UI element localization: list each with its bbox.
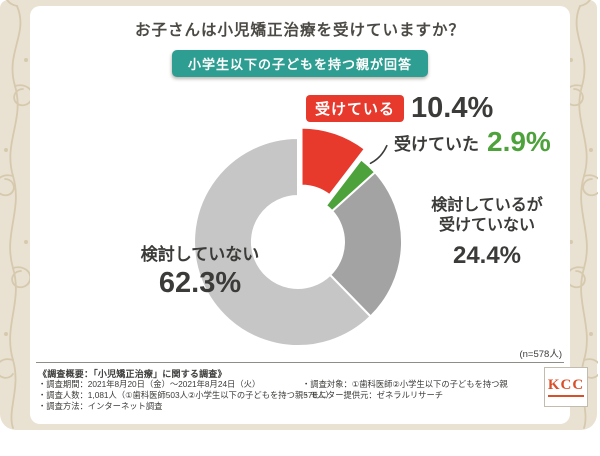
label-uketeita-pct: 2.9% — [487, 126, 551, 157]
label-uketeita-text: 受けていた — [394, 134, 479, 154]
chart-title: お子さんは小児矯正治療を受けていますか？ — [134, 22, 465, 39]
label-ukeiteiru: 受けている 10.4% — [306, 92, 493, 125]
pie-chart-svg — [193, 126, 404, 347]
survey-method: ・調査方法：インターネット調査 — [38, 401, 163, 411]
survey-target: ・調査対象：①歯科医師②小学生以下の子どもを持つ親 — [302, 379, 508, 389]
label-not-considering-text: 検討していない — [140, 245, 260, 264]
survey-details-left: ・調査期間：2021年8月20日（金）〜2021年8月24日（火） ・調査人数：… — [38, 379, 334, 412]
label-uketeita: 受けていた 2.9% — [394, 126, 551, 158]
callout-connector — [369, 144, 388, 165]
label-not-considering: 検討していない 62.3% — [130, 240, 270, 300]
survey-details-right: ・調査対象：①歯科医師②小学生以下の子どもを持つ親 ・モニター提供元：ゼネラルリ… — [302, 379, 508, 401]
floral-ornament-right — [564, 0, 598, 429]
label-ukeiteiru-pct: 10.4% — [411, 92, 494, 124]
survey-period: ・調査期間：2021年8月20日（金）〜2021年8月24日（火） — [38, 379, 261, 389]
kcc-logo: KCC — [544, 367, 588, 407]
label-ukeiteiru-chip: 受けている — [306, 95, 405, 122]
label-not-considering-pct: 62.3% — [158, 267, 242, 299]
pie-slice-0 — [300, 126, 366, 197]
footer-divider — [36, 362, 564, 363]
survey-count: ・調査人数：1,081人（①歯科医師503人②小学生以下の子どもを持つ親578人… — [38, 390, 334, 400]
label-considering-pct: 24.4% — [452, 241, 522, 269]
pie-chart — [176, 120, 420, 364]
survey-monitor: ・モニター提供元：ゼネラルリサーチ — [302, 390, 444, 400]
floral-ornament-left — [0, 0, 33, 429]
sample-size-label: (n=578人) — [519, 349, 562, 360]
respondent-badge: 小学生以下の子どもを持つ親が回答 — [171, 50, 429, 77]
pie-slice-3 — [193, 137, 372, 347]
survey-overview-heading: 《調査概要：「小児矯正治療」に関する調査》 — [38, 369, 227, 379]
label-considering-not-receiving: 検討しているが受けていない 24.4% — [427, 196, 547, 270]
kcc-logo-text: KCC — [547, 377, 585, 397]
label-considering-text: 検討しているが受けていない — [431, 197, 543, 235]
pie-slice-2 — [329, 171, 404, 318]
